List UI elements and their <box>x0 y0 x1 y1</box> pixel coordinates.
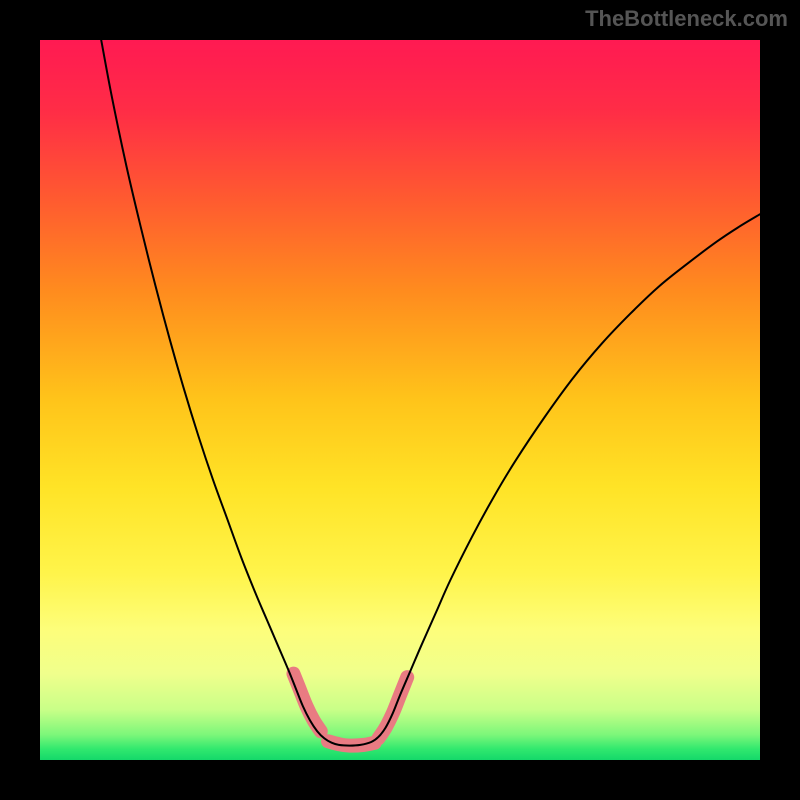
figure-frame: TheBottleneck.com <box>0 0 800 800</box>
plot-area <box>40 40 760 760</box>
chart-svg <box>40 40 760 760</box>
gradient-background <box>40 40 760 760</box>
watermark-text: TheBottleneck.com <box>585 6 788 32</box>
